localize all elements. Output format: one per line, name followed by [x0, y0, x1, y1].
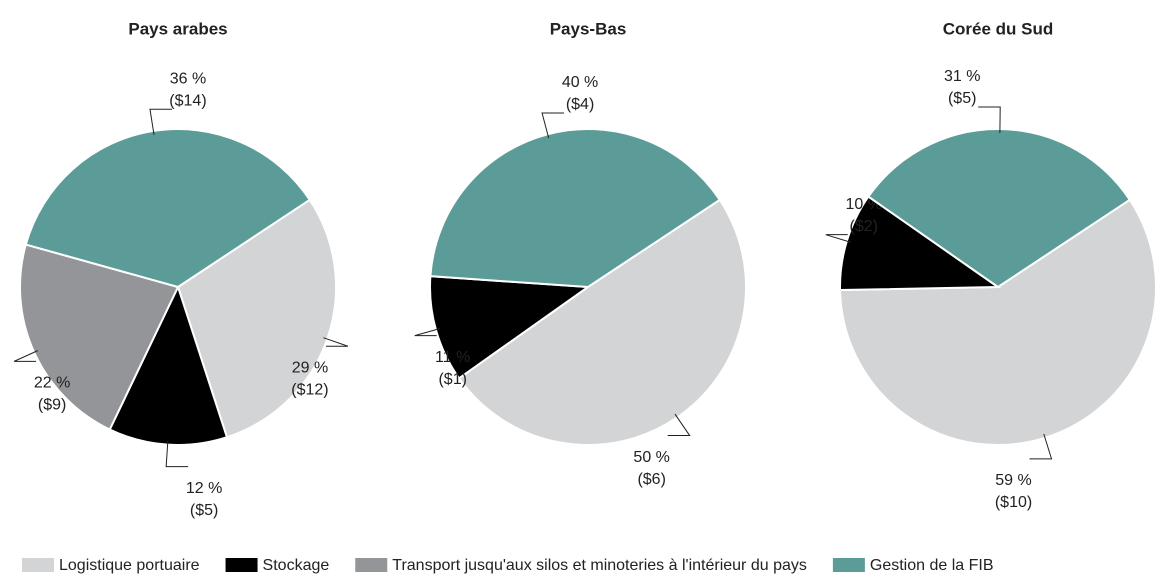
leader-line	[825, 234, 851, 243]
leader-line	[165, 440, 189, 468]
chart-title: Corée du Sud	[943, 19, 1054, 38]
legend-swatch	[355, 558, 388, 572]
leader-line	[667, 413, 691, 437]
legend-swatch	[22, 558, 54, 572]
data-label: 40 %	[562, 74, 598, 91]
legend-label: Gestion de la FIB	[870, 557, 994, 574]
legend-label: Logistique portuaire	[59, 557, 200, 574]
amount-label: ($1)	[438, 371, 466, 388]
amount-label: ($2)	[850, 218, 878, 235]
legend-swatch	[225, 558, 258, 572]
data-label: 59 %	[995, 472, 1031, 489]
data-label: 22 %	[34, 375, 70, 392]
data-label: 29 %	[292, 359, 328, 376]
leader-line	[323, 337, 349, 347]
amount-label: ($9)	[38, 397, 66, 414]
leader-line	[13, 350, 38, 362]
legend-swatch	[832, 558, 865, 572]
amount-label: ($10)	[995, 494, 1032, 511]
leader-line	[978, 106, 1001, 134]
leader-line	[414, 328, 440, 337]
amount-label: ($12)	[291, 381, 328, 398]
amount-label: ($6)	[637, 471, 665, 488]
legend-label: Transport jusqu'aux silos et minoteries …	[392, 557, 807, 574]
legend-label: Stockage	[263, 557, 330, 574]
leader-line	[541, 112, 565, 139]
data-label: 50 %	[633, 449, 669, 466]
amount-label: ($14)	[169, 92, 206, 109]
data-label: 11 %	[435, 349, 470, 366]
leader-line	[149, 108, 172, 135]
data-label: 36 %	[170, 70, 206, 87]
amount-label: ($5)	[190, 502, 218, 519]
data-label: 12 %	[186, 480, 222, 497]
amount-label: ($5)	[948, 90, 976, 107]
leader-line	[1029, 433, 1053, 460]
chart-title: Pays-Bas	[550, 19, 627, 38]
amount-label: ($4)	[566, 96, 594, 113]
data-label: 31 %	[944, 68, 980, 85]
chart-title: Pays arabes	[128, 19, 227, 38]
